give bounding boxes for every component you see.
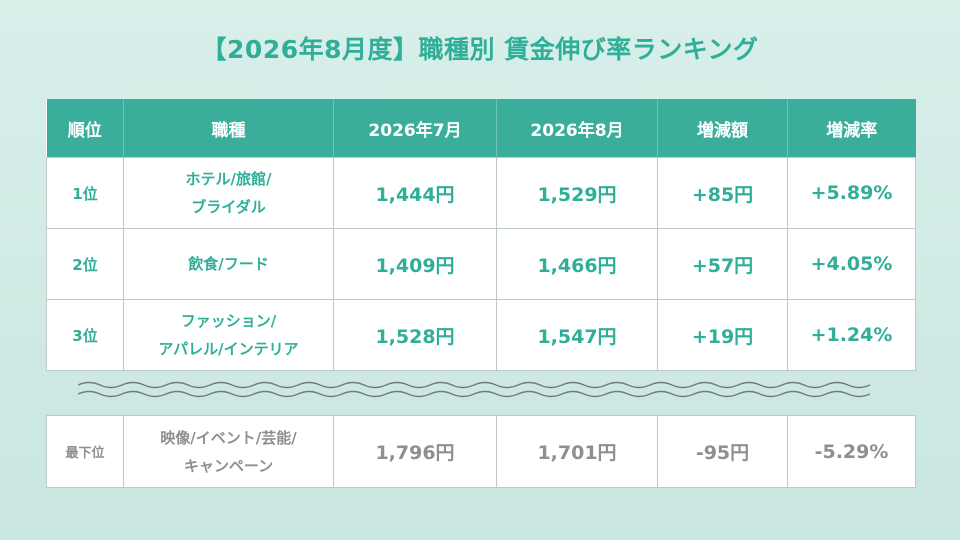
wage-rate: +4.05% bbox=[787, 228, 916, 300]
job-line: 飲食/フード bbox=[188, 255, 269, 273]
job-line: 映像/イベント/芸能/ bbox=[160, 428, 297, 447]
header-august: 2026年8月 bbox=[496, 99, 658, 158]
july-wage: 1,528円 bbox=[333, 299, 497, 371]
wage-diff: -95円 bbox=[657, 415, 788, 488]
august-wage: 1,466円 bbox=[496, 228, 658, 300]
wage-diff: +57円 bbox=[657, 228, 788, 300]
july-wage: 1,796円 bbox=[333, 415, 497, 488]
job-line: アパレル/インテリア bbox=[158, 340, 299, 358]
rank-cell: 最下位 bbox=[46, 415, 124, 488]
wage-rate: -5.29% bbox=[787, 415, 916, 488]
table-row: 2位 飲食/フード 1,409円 1,466円 +57円 +4.05% bbox=[46, 228, 916, 300]
rank-cell: 1位 bbox=[46, 157, 124, 229]
table-row: 1位 ホテル/旅館/ ブライダル 1,444円 1,529円 +85円 +5.8… bbox=[46, 157, 916, 229]
wave-line bbox=[78, 390, 871, 398]
wage-diff: +85円 bbox=[657, 157, 788, 229]
august-wage: 1,529円 bbox=[496, 157, 658, 229]
august-wage: 1,701円 bbox=[496, 415, 658, 488]
july-wage: 1,409円 bbox=[333, 228, 497, 300]
job-line: キャンペーン bbox=[183, 456, 274, 475]
header-row: 順位 職種 2026年7月 2026年8月 増減額 増減率 bbox=[46, 99, 916, 158]
header-job: 職種 bbox=[123, 99, 334, 158]
job-cell: 映像/イベント/芸能/ キャンペーン bbox=[123, 415, 334, 488]
wage-rate: +5.89% bbox=[787, 157, 916, 229]
rank-cell: 3位 bbox=[46, 299, 124, 371]
wave-divider bbox=[78, 381, 871, 398]
job-line: ファッション/ bbox=[180, 312, 277, 330]
job-line: ホテル/旅館/ bbox=[185, 170, 272, 188]
table-row: 3位 ファッション/ アパレル/インテリア 1,528円 1,547円 +19円… bbox=[46, 299, 916, 371]
job-line: ブライダル bbox=[191, 198, 266, 216]
table-row-bottom: 最下位 映像/イベント/芸能/ キャンペーン 1,796円 1,701円 -95… bbox=[46, 415, 916, 488]
job-cell: ホテル/旅館/ ブライダル bbox=[123, 157, 334, 229]
rank-cell: 2位 bbox=[46, 228, 124, 300]
header-diff: 増減額 bbox=[657, 99, 788, 158]
july-wage: 1,444円 bbox=[333, 157, 497, 229]
wage-rate: +1.24% bbox=[787, 299, 916, 371]
header-rate: 増減率 bbox=[787, 99, 916, 158]
wave-line bbox=[78, 381, 871, 389]
ranking-table: 順位 職種 2026年7月 2026年8月 増減額 増減率 1位 ホテル/旅館/… bbox=[46, 99, 916, 371]
page-title: 【2026年8月度】職種別 賃金伸び率ランキング bbox=[201, 35, 759, 64]
job-cell: 飲食/フード bbox=[123, 228, 334, 300]
header-rank: 順位 bbox=[46, 99, 124, 158]
bottom-rank-table: 最下位 映像/イベント/芸能/ キャンペーン 1,796円 1,701円 -95… bbox=[46, 415, 916, 488]
job-cell: ファッション/ アパレル/インテリア bbox=[123, 299, 334, 371]
august-wage: 1,547円 bbox=[496, 299, 658, 371]
wage-diff: +19円 bbox=[657, 299, 788, 371]
header-july: 2026年7月 bbox=[333, 99, 497, 158]
